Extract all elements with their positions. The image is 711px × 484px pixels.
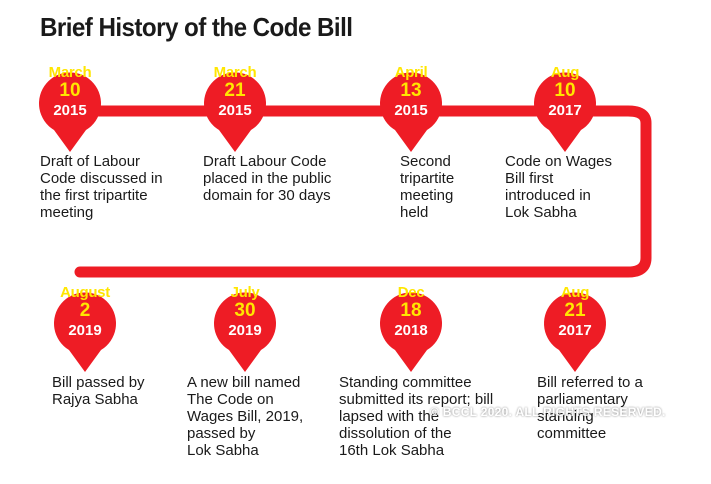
event-description-7: Standing committee submitted its report;…: [339, 374, 494, 459]
event-date-4: Aug 10 2017: [530, 64, 600, 120]
event-year: 2018: [394, 322, 428, 339]
event-year: 2017: [558, 322, 592, 339]
timeline-line: [64, 105, 652, 278]
event-date-1: March 10 2015: [35, 64, 105, 120]
pin-marker: [213, 292, 276, 372]
event-month: Dec: [397, 284, 425, 301]
event-month: Aug: [550, 64, 580, 81]
event-year: 2019: [68, 322, 102, 339]
event-description-8: Bill referred to a parliamentary standin…: [537, 374, 643, 442]
event-description-2: Draft Labour Code placed in the public d…: [203, 153, 332, 204]
event-month: August: [60, 284, 110, 301]
pin-marker: [380, 292, 442, 372]
event-description-6: A new bill named The Code on Wages Bill,…: [187, 374, 304, 459]
pin-marker: [53, 292, 116, 372]
event-year: 2015: [218, 102, 252, 119]
event-month: Aug: [560, 284, 590, 301]
event-date-3: April 13 2015: [376, 64, 446, 120]
event-description-5: Bill passed by Rajya Sabha: [52, 374, 145, 408]
event-month: July: [230, 284, 260, 301]
pin-marker: [39, 72, 101, 152]
pin-marker: [380, 72, 442, 152]
pin-marker: [534, 72, 596, 152]
pin-marker: [203, 72, 266, 152]
event-day: 18: [400, 300, 422, 321]
event-year: 2017: [548, 102, 582, 119]
event-month: April: [394, 64, 428, 81]
event-date-5: August 2 2019: [50, 284, 120, 340]
event-day: 13: [400, 80, 422, 101]
event-day: 30: [234, 300, 256, 321]
event-description-3: Second tripartite meeting held: [400, 153, 455, 221]
event-date-2: March 21 2015: [200, 64, 270, 120]
event-date-7: Dec 18 2018: [376, 284, 446, 340]
event-description-1: Draft of Labour Code discussed in the fi…: [40, 153, 163, 221]
event-month: March: [213, 64, 257, 81]
event-day: 21: [224, 80, 246, 101]
event-day: 10: [554, 80, 576, 101]
page-title: Brief History of the Code Bill: [40, 12, 353, 42]
event-day: 2: [79, 300, 91, 321]
event-month: March: [48, 64, 92, 81]
event-date-6: July 30 2019: [210, 284, 280, 340]
event-year: 2019: [228, 322, 262, 339]
event-year: 2015: [394, 102, 428, 119]
event-description-4: Code on Wages Bill first introduced in L…: [505, 153, 613, 221]
event-date-8: Aug 21 2017: [540, 284, 610, 340]
event-day: 21: [564, 300, 586, 321]
event-day: 10: [59, 80, 81, 101]
pin-marker: [543, 292, 606, 372]
copyright-watermark: © BCCL 2020. ALL RIGHTS RESERVED.: [430, 405, 666, 419]
event-year: 2015: [53, 102, 87, 119]
